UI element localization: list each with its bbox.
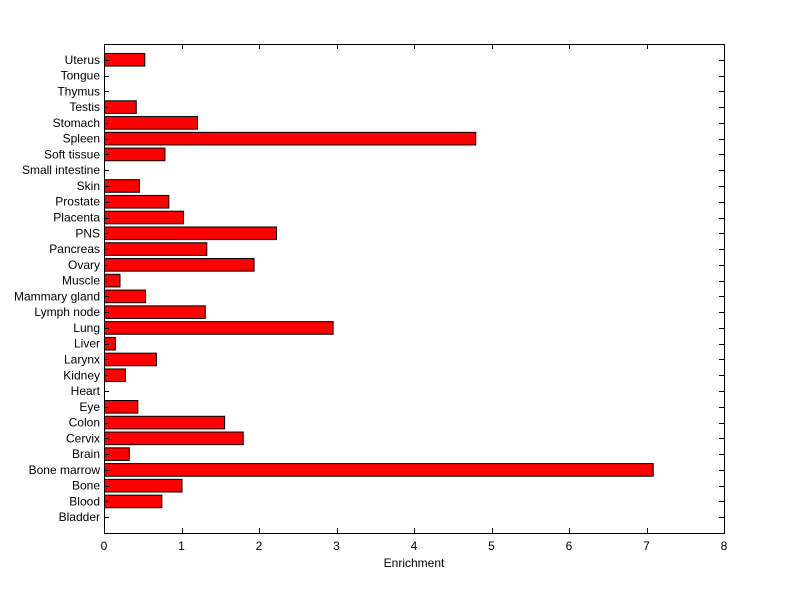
y-tick-label: Mammary gland	[14, 289, 100, 303]
y-tick-label: Spleen	[63, 132, 100, 146]
x-tick-label: 8	[721, 539, 728, 553]
x-tick-label: 2	[256, 539, 263, 553]
bar-liver	[104, 336, 116, 351]
bar-stomach	[104, 116, 198, 130]
bar-bone-marrow	[104, 463, 654, 477]
y-tick-label: Bone marrow	[29, 463, 101, 477]
x-tick-label: 5	[488, 539, 495, 553]
bar-colon	[104, 415, 226, 430]
y-tick-label: Soft tissue	[44, 147, 100, 161]
x-axis-title: Enrichment	[384, 556, 445, 570]
x-tick-label: 0	[101, 539, 108, 553]
bar-lung	[104, 321, 334, 335]
y-tick-label: Brain	[72, 447, 100, 461]
y-tick-label: Kidney	[63, 368, 100, 382]
bar-larynx	[104, 352, 157, 367]
bar-blood	[104, 494, 163, 509]
y-tick-label: Larynx	[64, 352, 100, 366]
y-tick-label: Lung	[73, 321, 100, 335]
bar-skin	[104, 179, 140, 193]
x-tick-label: 1	[178, 539, 185, 553]
y-tick-label: Placenta	[53, 211, 100, 225]
y-tick-label: Stomach	[53, 116, 100, 130]
y-tick-label: Bone	[72, 479, 100, 493]
bar-lymph-node	[104, 305, 206, 319]
bar-pns	[104, 226, 278, 241]
bar-soft-tissue	[104, 147, 166, 162]
y-tick-label: Pancreas	[49, 242, 100, 256]
y-tick-label: Eye	[79, 400, 100, 414]
y-tick-label: Colon	[69, 416, 100, 430]
y-tick-label: Testis	[69, 100, 100, 114]
bar-muscle	[104, 273, 121, 288]
y-tick-label: Tongue	[61, 69, 101, 83]
bar-spleen	[104, 131, 477, 146]
y-tick-label: Thymus	[57, 84, 100, 98]
y-tick-label: Bladder	[59, 510, 100, 524]
y-tick-label: Prostate	[55, 195, 100, 209]
y-tick-label: Ovary	[68, 258, 100, 272]
bar-ovary	[104, 258, 255, 272]
bar-pancreas	[104, 242, 208, 256]
bar-bone	[104, 478, 183, 493]
bar-prostate	[104, 194, 170, 209]
y-tick-label: Liver	[74, 337, 100, 351]
x-tick-label: 4	[411, 539, 418, 553]
y-tick-label: Blood	[69, 494, 100, 508]
bar-mammary-gland	[104, 289, 147, 304]
plot-frame	[104, 44, 725, 534]
y-tick-label: Small intestine	[22, 163, 100, 177]
y-tick-label: Lymph node	[34, 305, 100, 319]
x-tick-label: 7	[643, 539, 650, 553]
bar-uterus	[104, 52, 146, 67]
y-tick-label: Cervix	[66, 431, 100, 445]
y-tick-label: PNS	[75, 226, 100, 240]
y-tick-label: Skin	[77, 179, 100, 193]
y-tick-label: Heart	[71, 384, 101, 398]
bar-placenta	[104, 210, 185, 225]
bars-group	[104, 52, 654, 509]
y-tick-label: Muscle	[62, 274, 100, 288]
bar-cervix	[104, 431, 244, 446]
x-tick-label: 6	[566, 539, 573, 553]
bar-eye	[104, 399, 139, 414]
x-tick-labels: 0 1 2 3 4 5 6 7 8	[101, 539, 728, 553]
y-tick-label: Uterus	[65, 53, 100, 67]
x-tick-label: 3	[333, 539, 340, 553]
bar-testis	[104, 100, 137, 114]
